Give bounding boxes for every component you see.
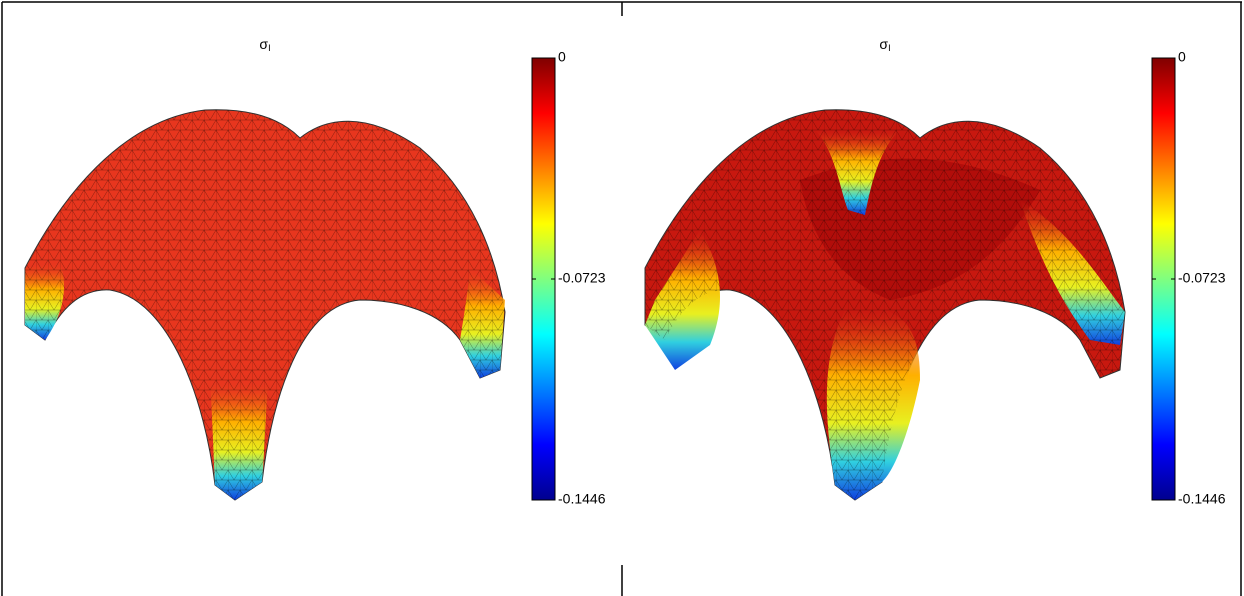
colorbar-tick-label: 0 — [558, 49, 566, 65]
surface — [25, 110, 505, 500]
colorbar-tick-label: -0.0723 — [558, 270, 606, 286]
colorbar-tick-label: -0.1446 — [1178, 491, 1226, 507]
mesh — [25, 110, 505, 500]
title-symbol: σ — [879, 36, 888, 52]
figure: σI0-0.0723-0.1446σI0-0.0723-0.1446 — [0, 0, 1244, 596]
colorbar-tick-label: -0.0723 — [1178, 270, 1226, 286]
colorbar-tick-label: -0.1446 — [558, 491, 606, 507]
title-subscript: I — [888, 43, 891, 53]
panel: σI 0 -0.0723 -0.1446 — [25, 36, 606, 507]
colorbar-tick-label: 0 — [1178, 49, 1186, 65]
title-subscript: I — [268, 43, 271, 53]
title-symbol: σ — [259, 36, 268, 52]
panel-title: σI — [879, 36, 890, 54]
panel: σI 0 -0.0723 -0.1446 — [645, 36, 1226, 507]
panel-title: σI — [259, 36, 270, 54]
surface — [645, 110, 1125, 500]
